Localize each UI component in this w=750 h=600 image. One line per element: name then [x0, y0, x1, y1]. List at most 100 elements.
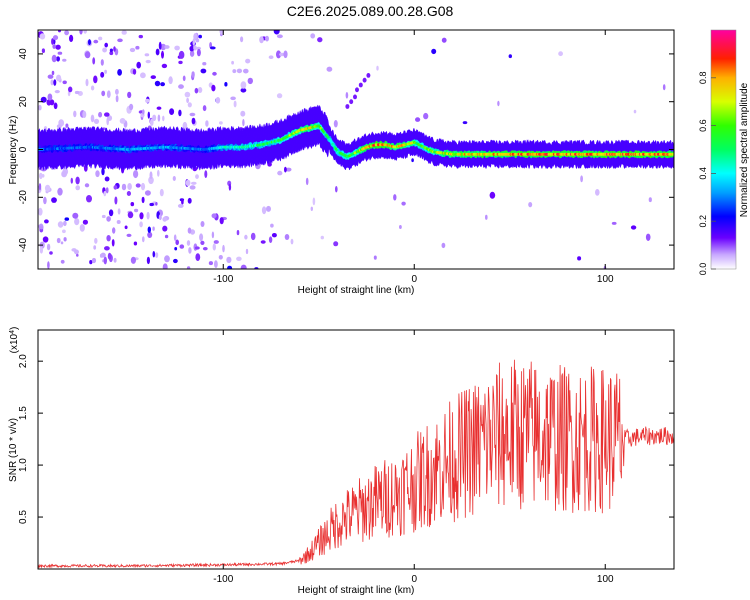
- spectrogram-noise-mark: [196, 48, 201, 57]
- spectrogram-noise-mark: [168, 76, 173, 85]
- spectrogram-noise-mark: [61, 170, 67, 178]
- spectrogram-noise-mark: [243, 68, 249, 74]
- spectrogram-noise-mark: [191, 181, 197, 185]
- spectrogram-noise-mark: [158, 214, 162, 221]
- spectrogram-noise-mark: [63, 220, 67, 227]
- spectrogram-noise-mark: [195, 46, 202, 51]
- spectrogram-noise-mark: [106, 117, 109, 126]
- spectrogram-noise-mark: [104, 112, 110, 117]
- spectrogram-noise-mark: [178, 109, 182, 117]
- spectrogram-noise-mark: [431, 48, 437, 55]
- spectrogram-noise-mark: [99, 253, 104, 258]
- spectrogram-noise-mark: [194, 246, 200, 250]
- spectrogram-noise-mark: [113, 257, 117, 263]
- spectrogram-noise-mark: [178, 50, 185, 59]
- spectrogram-noise-mark: [56, 56, 60, 62]
- spectrogram-noise-mark: [155, 48, 160, 56]
- spectrogram-noise-mark: [68, 86, 73, 93]
- spectrogram-noise-mark: [373, 255, 377, 260]
- spectrogram-noise-mark: [310, 33, 316, 39]
- spectrogram-noise-mark: [633, 109, 637, 114]
- spectrogram-noise-mark: [290, 238, 294, 245]
- snr-plot-area: [38, 330, 674, 569]
- snr-x-tick-label: 100: [597, 574, 614, 585]
- spectrogram-noise-mark: [106, 235, 111, 242]
- spectrogram-noise-mark: [333, 120, 338, 128]
- spectrogram-noise-mark: [161, 50, 164, 59]
- spectrogram-noise-mark: [164, 255, 170, 263]
- spectrogram-noise-mark: [240, 81, 247, 89]
- colorbar-gradient: [710, 29, 737, 270]
- spectrogram-noise-mark: [310, 206, 313, 211]
- spectrogram-y-tick-label: 0: [18, 146, 29, 152]
- spectrogram-noise-mark: [83, 30, 87, 34]
- spectrogram-noise-mark: [662, 84, 666, 91]
- spectrogram-noise-mark: [146, 256, 150, 265]
- spectrogram-noise-mark: [139, 221, 143, 228]
- spectrogram-noise-mark: [152, 114, 157, 122]
- spectrogram-noise-mark: [645, 233, 651, 241]
- spectrogram-noise-mark: [236, 256, 242, 261]
- spectrogram-noise-mark: [240, 36, 244, 43]
- spectrogram-noise-mark: [116, 220, 121, 224]
- spectrogram-noise-mark: [184, 91, 191, 98]
- spectrogram-noise-mark: [113, 46, 116, 52]
- spectrogram-noise-mark: [202, 247, 208, 251]
- spectrogram-noise-mark: [179, 244, 185, 249]
- spectrogram-noise-mark: [57, 187, 63, 196]
- spectrogram-noise-mark: [73, 110, 77, 118]
- colorbar-tick-label: 0.4: [698, 167, 708, 180]
- spectrogram-noise-mark: [117, 208, 121, 215]
- spectrogram-noise-mark: [51, 54, 57, 63]
- spectrogram-noise-mark: [345, 92, 349, 99]
- spectrogram-noise-mark: [56, 237, 61, 244]
- spectrogram-noise-mark: [508, 54, 512, 59]
- spectrogram-noise-mark: [115, 95, 119, 103]
- spectrogram-x-tick-label: 100: [597, 274, 614, 285]
- spectrogram-noise-mark: [39, 246, 44, 254]
- spectrogram-trace-mark: [362, 77, 367, 83]
- spectrogram-noise-mark: [189, 45, 195, 52]
- spectrogram-noise-mark: [88, 39, 91, 46]
- spectrogram-noise-mark: [250, 232, 256, 241]
- spectrogram-noise-mark: [53, 38, 56, 45]
- spectrogram-noise-mark: [62, 80, 67, 85]
- spectrogram-noise-mark: [147, 226, 151, 233]
- spectrogram-noise-mark: [174, 45, 180, 51]
- spectrogram-noise-mark: [101, 167, 105, 176]
- spectrogram-noise-mark: [100, 59, 104, 66]
- spectrogram-noise-mark: [109, 51, 114, 56]
- spectrogram-noise-mark: [54, 90, 60, 94]
- spectrogram-noise-mark: [145, 59, 151, 64]
- spectrogram-noise-mark: [415, 117, 421, 122]
- spectrogram-noise-mark: [62, 58, 67, 62]
- spectrogram-noise-mark: [76, 253, 79, 257]
- spectrogram-noise-mark: [200, 240, 205, 245]
- spectrogram-noise-mark: [92, 57, 96, 65]
- spectrogram-noise-mark: [49, 251, 53, 255]
- spectrogram-noise-mark: [135, 45, 140, 50]
- spectrogram-noise-mark: [136, 61, 141, 69]
- spectrogram-noise-mark: [47, 74, 54, 79]
- spectrogram-noise-mark: [94, 237, 98, 244]
- spectrogram-noise-mark: [462, 121, 468, 125]
- spectrogram-noise-mark: [152, 251, 156, 258]
- spectrogram-noise-mark: [242, 119, 245, 127]
- spectrogram-noise-mark: [111, 239, 115, 247]
- spectrogram-noise-mark: [611, 221, 617, 225]
- spectrogram-noise-mark: [187, 197, 192, 204]
- spectrogram-noise-mark: [112, 227, 116, 234]
- spectrogram-noise-mark: [401, 201, 406, 206]
- spectrogram-noise-mark: [630, 225, 637, 230]
- spectrogram-noise-mark: [228, 183, 232, 191]
- spectrogram-noise-mark: [441, 37, 447, 43]
- snr-y-axis-label: SNR (10 * v/v): [8, 418, 19, 482]
- spectrogram-noise-mark: [103, 191, 107, 197]
- spectrogram-noise-mark: [161, 63, 168, 69]
- spectrogram-noise-mark: [276, 34, 283, 39]
- spectrogram-noise-mark: [189, 185, 196, 190]
- spectrogram-noise-mark: [127, 211, 134, 219]
- spectrogram-noise-mark: [226, 256, 232, 264]
- spectrogram-noise-mark: [140, 182, 146, 191]
- spectrogram-noise-mark: [192, 38, 196, 46]
